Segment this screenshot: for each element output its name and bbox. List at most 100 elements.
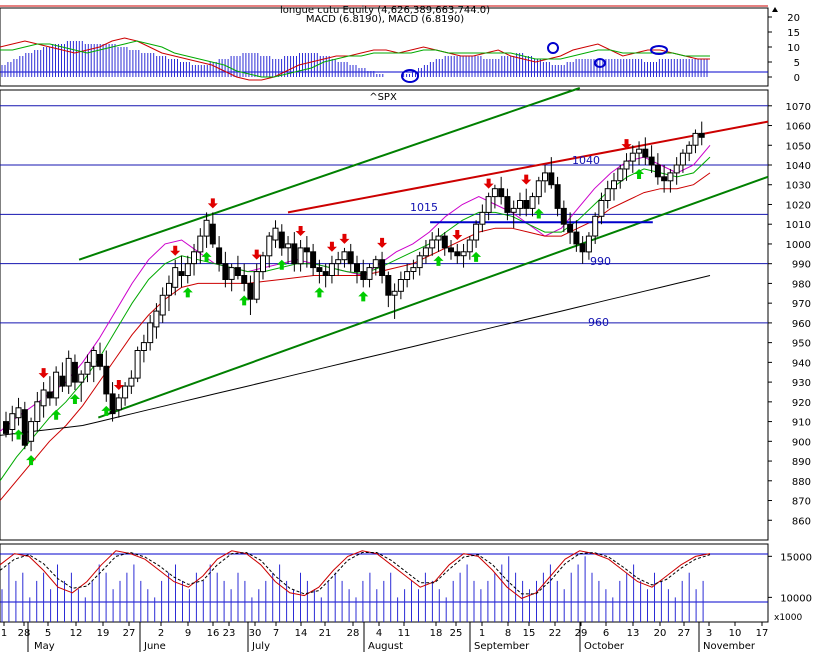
up-arrow-icon bbox=[533, 208, 544, 219]
candle-up bbox=[629, 152, 636, 162]
price-tick-label: 1070 bbox=[786, 102, 811, 113]
annotation-960: 960 bbox=[588, 316, 609, 329]
candle-down bbox=[310, 251, 317, 269]
candle-up bbox=[253, 271, 260, 300]
candle-up bbox=[529, 196, 536, 209]
candle-up bbox=[491, 188, 498, 198]
macd-panel: longue cutu Equity (4,626,389,663,744.0)… bbox=[0, 5, 800, 87]
candle-up bbox=[272, 227, 279, 241]
down-arrow-icon bbox=[452, 229, 463, 240]
macd-title: longue cutu Equity (4,626,389,663,744.0) bbox=[280, 5, 490, 16]
annotation-1015: 1015 bbox=[410, 201, 438, 214]
candle-down bbox=[59, 375, 66, 387]
candle-down bbox=[648, 156, 655, 166]
candle-up bbox=[473, 223, 480, 241]
candle-down bbox=[178, 271, 185, 277]
annotation-1040: 1040 bbox=[572, 154, 600, 167]
up-arrow-icon bbox=[276, 259, 287, 270]
month-label: August bbox=[368, 641, 403, 652]
x-tick-label: 30 bbox=[249, 628, 262, 639]
candle-up bbox=[410, 267, 417, 273]
price-tick-label: 860 bbox=[792, 516, 811, 527]
stochastic-tick-label: 15000 bbox=[780, 552, 812, 563]
candle-up bbox=[535, 180, 542, 198]
macd-marker-circle bbox=[401, 69, 419, 83]
x-tick-label: 25 bbox=[450, 628, 463, 639]
x-tick-label: 4 bbox=[376, 628, 382, 639]
up-arrow-icon bbox=[471, 251, 482, 262]
candle-down bbox=[278, 231, 285, 249]
candle-up bbox=[90, 350, 97, 367]
price-tick-label: 900 bbox=[792, 437, 811, 448]
price-y-axis: 1070 1060 1050 1040 1030 1020 1010 1000 990 980 97… bbox=[768, 102, 811, 527]
candle-up bbox=[191, 251, 197, 265]
x-tick-label: 9 bbox=[185, 628, 191, 639]
candle-down bbox=[504, 196, 511, 213]
price-tick-label: 910 bbox=[792, 418, 811, 429]
candle-down bbox=[579, 243, 586, 253]
up-arrow-icon bbox=[182, 287, 193, 298]
candle-down bbox=[454, 251, 461, 257]
candle-up bbox=[172, 267, 179, 288]
candle-down bbox=[573, 231, 580, 245]
candle-up bbox=[335, 259, 342, 265]
candle-up bbox=[78, 373, 85, 383]
candle-up bbox=[617, 168, 624, 182]
candle-up bbox=[153, 310, 160, 328]
scroll-up-icon[interactable] bbox=[772, 7, 778, 12]
x-tick-label: 29 bbox=[575, 628, 588, 639]
macd-tick-label: 5 bbox=[794, 58, 800, 69]
candle-up bbox=[115, 397, 122, 411]
month-label: June bbox=[143, 641, 166, 652]
month-label: May bbox=[34, 641, 55, 652]
down-arrow-icon bbox=[521, 174, 532, 185]
x-tick-label: 10 bbox=[729, 628, 742, 639]
candle-up bbox=[341, 251, 348, 261]
month-label: September bbox=[474, 641, 530, 652]
candle-up bbox=[260, 255, 266, 273]
price-tick-label: 1030 bbox=[786, 181, 811, 192]
up-arrow-icon bbox=[13, 429, 24, 440]
candle-up bbox=[285, 243, 292, 249]
candle-up bbox=[297, 247, 304, 265]
candle-down bbox=[21, 409, 28, 446]
macd-lines bbox=[0, 37, 710, 81]
price-tick-label: 960 bbox=[792, 319, 811, 330]
macd-subtitle: MACD (6.8190), MACD (6.8190) bbox=[306, 14, 464, 25]
x-tick-label: 19 bbox=[97, 628, 110, 639]
candle-up bbox=[611, 180, 617, 190]
candle-down bbox=[103, 365, 110, 395]
candle-down bbox=[241, 275, 248, 284]
level-annotations: 1040 1015 990 960 bbox=[410, 154, 611, 329]
candle-down bbox=[247, 282, 254, 300]
x-tick-label: 11 bbox=[398, 628, 411, 639]
candlesticks bbox=[3, 121, 705, 452]
x-tick-label: 27 bbox=[123, 628, 136, 639]
candle-up bbox=[679, 152, 686, 166]
price-tick-label: 1020 bbox=[786, 200, 811, 211]
candle-up bbox=[636, 148, 643, 154]
x-tick-label: 20 bbox=[654, 628, 667, 639]
candle-down bbox=[698, 132, 705, 138]
x-tick-label: 21 bbox=[319, 628, 332, 639]
x-tick-label: 1 bbox=[1, 628, 7, 639]
x-tick-label: 8 bbox=[505, 628, 511, 639]
candle-down bbox=[234, 267, 241, 277]
candle-up bbox=[416, 255, 423, 269]
candle-up bbox=[692, 132, 699, 146]
trendline bbox=[287, 120, 769, 214]
up-arrow-icon bbox=[101, 405, 112, 416]
price-tick-label: 990 bbox=[792, 260, 811, 271]
candle-up bbox=[623, 160, 630, 170]
candle-up bbox=[328, 263, 335, 277]
down-arrow-icon bbox=[339, 233, 350, 244]
candle-up bbox=[372, 259, 379, 269]
trendline bbox=[97, 175, 769, 419]
price-tick-label: 930 bbox=[792, 378, 811, 389]
down-arrow-icon bbox=[483, 178, 494, 189]
candle-up bbox=[53, 371, 60, 399]
candle-down bbox=[46, 391, 53, 399]
candle-up bbox=[466, 239, 473, 253]
candle-up bbox=[159, 294, 166, 316]
up-arrow-icon bbox=[358, 291, 369, 302]
